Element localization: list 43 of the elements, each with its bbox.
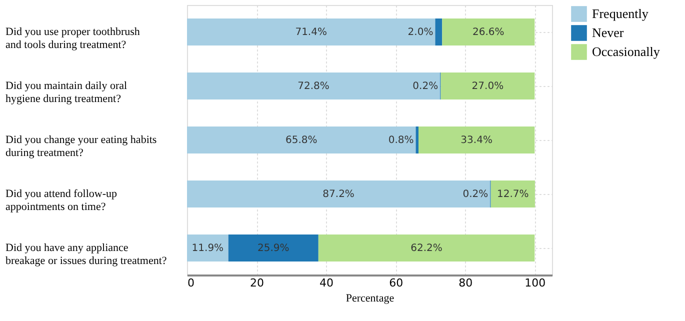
data-label: 71.4% <box>295 27 327 38</box>
bar <box>435 18 442 46</box>
data-label: 11.9% <box>192 243 224 254</box>
data-label: 0.2% <box>462 189 488 200</box>
x-tick-label: 80 <box>458 276 473 290</box>
bar <box>440 72 535 100</box>
bar <box>318 234 535 262</box>
data-label: 72.8% <box>298 81 330 92</box>
bar <box>187 18 436 46</box>
data-label: 87.2% <box>322 189 354 200</box>
bar <box>187 126 416 154</box>
legend-label: Occasionally <box>592 44 660 59</box>
bar <box>187 234 228 262</box>
data-label: 65.8% <box>285 135 318 146</box>
data-label: 0.2% <box>412 81 438 92</box>
data-label: 33.4% <box>460 135 492 146</box>
data-label: 27.0% <box>472 81 504 92</box>
bar <box>442 18 535 46</box>
data-label: 12.7% <box>497 189 529 200</box>
y-tick-label: Did you use proper toothbrush and tools during treatment? <box>6 26 140 51</box>
data-label: 0.8% <box>388 135 414 146</box>
bar <box>418 126 535 154</box>
x-tick-label: 40 <box>320 276 334 290</box>
legend-label: Never <box>592 25 624 40</box>
x-axis-title: Percentage <box>346 292 394 304</box>
bar <box>228 234 318 262</box>
bar <box>416 126 419 154</box>
bar <box>187 72 440 100</box>
bar <box>490 180 535 208</box>
y-tick-label: Did you attend follow-up appointments on time? <box>6 188 118 213</box>
bar <box>187 180 490 208</box>
x-tick-label: 100 <box>524 276 546 290</box>
x-tick-label: 60 <box>389 276 404 290</box>
data-label: 62.2% <box>410 243 442 254</box>
legend-label: Frequently <box>592 6 649 21</box>
data-label: 26.6% <box>472 27 504 38</box>
y-tick-label: Did you change your eating habits during treatment? <box>6 134 157 159</box>
data-label: 25.9% <box>257 243 290 254</box>
y-tick-label: Did you have any appliance breakage or issues during treatment? <box>6 242 167 267</box>
x-tick-label: 0 <box>188 276 194 290</box>
data-label: 2.0% <box>408 27 434 38</box>
y-tick-label: Did you maintain daily oral hygiene during treatment? <box>6 80 128 105</box>
x-tick-label: 20 <box>250 276 264 290</box>
